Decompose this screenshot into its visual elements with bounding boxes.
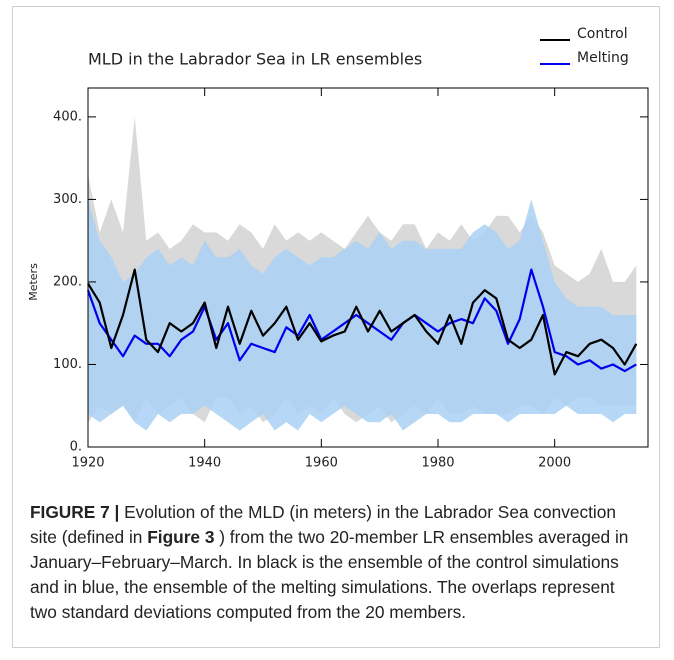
x-tick-label: 1920 (71, 456, 104, 471)
legend-label: Melting (577, 50, 629, 66)
x-tick-label: 1940 (188, 456, 221, 471)
figure-frame (12, 6, 660, 648)
y-tick-label: 200. (53, 274, 82, 289)
x-tick-label: 1960 (305, 456, 338, 471)
series-line (87, 268, 638, 376)
y-tick-label: 400. (53, 109, 82, 124)
y-tick-label: 300. (53, 192, 82, 207)
caption: FIGURE 7 | Evolution of the MLD (in mete… (30, 500, 642, 625)
y-axis-label: Meters (27, 263, 40, 301)
plot-frame (87, 87, 649, 448)
y-tick-label: 0. (70, 440, 82, 455)
y-tick-label: 100. (53, 357, 82, 372)
x-tick-label: 1980 (421, 456, 454, 471)
caption-ref: Figure 3 (147, 527, 215, 547)
chart: MLD in the Labrador Sea in LR ensembles … (27, 26, 649, 471)
spread-band (88, 199, 637, 431)
caption-text: Evolution of the MLD (in meters) in the … (30, 502, 616, 547)
chart-title: MLD in the Labrador Sea in LR ensembles (88, 50, 422, 69)
x-tick-label: 2000 (538, 456, 571, 471)
caption-text: ) from the two 20-member LR ensembles av… (30, 527, 629, 622)
legend-label: Control (577, 26, 628, 42)
caption-label: FIGURE 7 | (30, 502, 120, 522)
